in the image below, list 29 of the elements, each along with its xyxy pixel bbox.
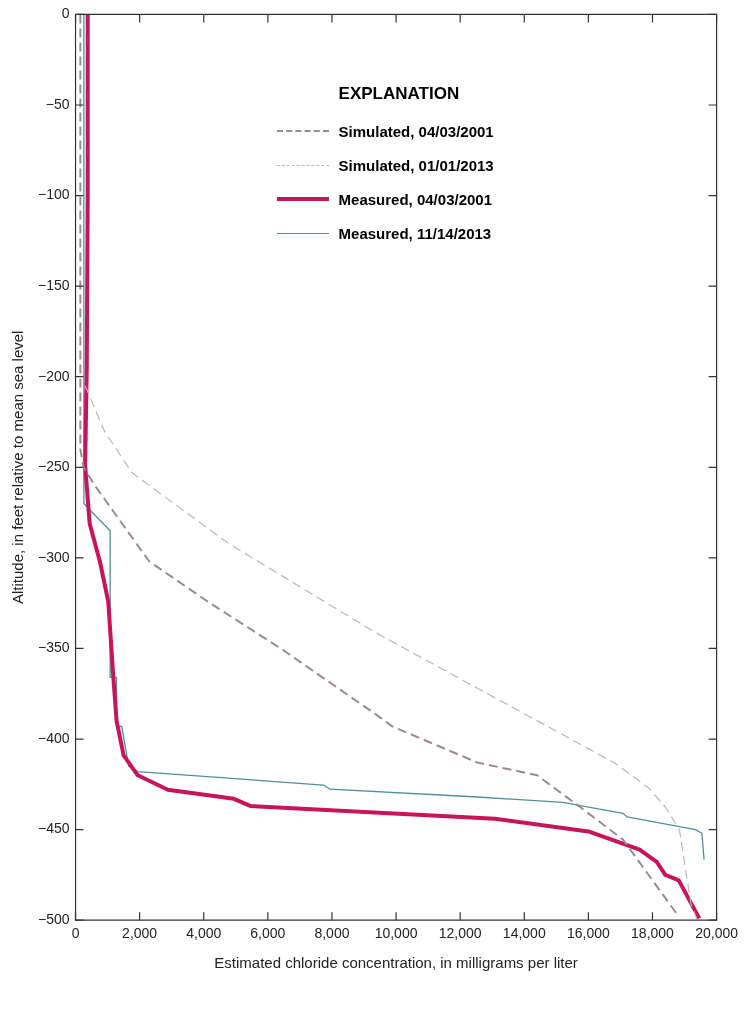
x-tick-label: 12,000	[438, 925, 482, 942]
x-tick-label: 20,000	[695, 925, 739, 942]
x-tick-label: 4,000	[186, 925, 222, 942]
x-tick-label: 16,000	[566, 925, 610, 942]
y-tick-label: −300	[37, 548, 70, 565]
x-tick-label: 6,000	[250, 925, 286, 942]
x-axis-title: Estimated chloride concentration, in milligrams per liter	[214, 954, 578, 972]
legend-title: EXPLANATION	[338, 84, 461, 105]
y-tick-label: 0	[61, 5, 70, 22]
y-tick-label: −250	[37, 458, 70, 475]
legend-label: Simulated, 04/03/2001	[338, 122, 494, 140]
y-tick-label: −400	[37, 729, 70, 746]
x-tick-label: 8,000	[314, 925, 350, 942]
y-tick-label: −350	[37, 639, 70, 656]
y-tick-label: −150	[37, 277, 70, 293]
y-tick-label: −450	[37, 820, 70, 837]
y-tick-label: −50	[45, 95, 70, 112]
y-tick-label: −100	[37, 186, 70, 203]
legend-label: Measured, 04/03/2001	[338, 190, 493, 208]
y-tick-label: −500	[37, 911, 70, 928]
x-tick-label: 18,000	[631, 925, 675, 942]
y-tick-label: −200	[37, 367, 70, 384]
legend-label: Measured, 11/14/2013	[338, 224, 492, 242]
legend-label: Simulated, 01/01/2013	[338, 156, 494, 174]
x-tick-label: 10,000	[374, 925, 418, 942]
x-tick-label: 14,000	[502, 925, 546, 942]
line-series	[84, 385, 698, 921]
y-axis-title: Altitude, in feet relative to mean sea level	[9, 330, 27, 605]
x-tick-label: 2,000	[122, 925, 158, 942]
